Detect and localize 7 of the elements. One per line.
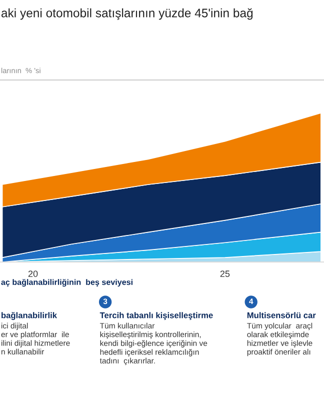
chart-title: aki yeni otomobil satışlarının yüzde 45'inin bağ <box>1 8 253 20</box>
text: bağlanabilirlik <box>2 312 58 320</box>
x-tick-label: 20 <box>28 270 38 277</box>
text: aç bağlanabilirliğinin beş seviyesi <box>1 278 132 287</box>
text: Multisensörlü car <box>247 312 316 318</box>
text: Tercih tabanlı kişiselleştirme <box>100 312 213 320</box>
x-tick-label: 25 <box>220 270 230 277</box>
